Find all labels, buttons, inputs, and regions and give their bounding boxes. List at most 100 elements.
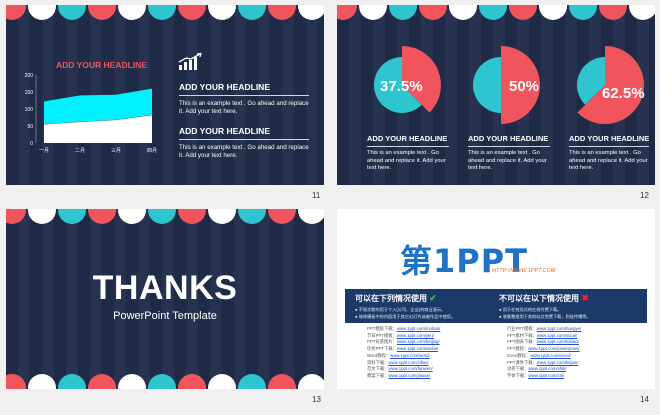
scallop-circle [569,5,597,20]
link-label: 范文下载： [367,366,389,372]
area-chart: 0 50 100 150 200 一月 二月 三月 四月 [25,73,157,154]
series-boundary-line [43,114,153,125]
pie-label-3: 62.5% [602,85,645,102]
link-url[interactable]: www.1ppt.com/word/ [390,352,430,358]
y-tick-label: 200 [25,73,34,79]
scallop-circle [268,209,296,224]
scallop-border-top [6,5,324,20]
scallop-circle [6,5,26,20]
x-tick-label: 一月 [39,148,49,154]
link-url[interactable]: www.1ppt.com/jieri/ [396,332,434,338]
scallop-circle [298,5,324,20]
link-url[interactable]: www.1ppt.com/powerpoint/ [528,346,580,352]
cross-icon: ✖ [581,293,589,303]
link-row: PPT课件下载：www.1ppt.com/kejian/ [507,360,647,367]
link-url[interactable]: www.1ppt.com/sucai/ [536,332,578,338]
y-tick-label: 0 [30,141,33,147]
slide-number: 13 [312,395,321,404]
link-row: 资料下载：www.1ppt.com/ziliao/ [367,360,497,367]
item-block-1: ADD YOUR HEADLINE This is an example tex… [367,134,449,173]
item-headline: ADD YOUR HEADLINE [569,134,650,143]
slide-number: 12 [640,191,649,200]
forbidden-list: ● 用于任何形式的在线付费下载。 ● 收集整理用于其他站点免费下载，到处传播等。 [499,306,644,320]
scallop-border-top [337,5,655,20]
divider [179,139,309,140]
scallop-circle [6,374,26,389]
slide-number: 14 [640,395,649,404]
item-text: This is an example text . Go ahead and r… [569,150,648,171]
scallop-circle [208,374,236,389]
forbidden-title-text: 不可以在以下情况使用 [499,294,579,303]
text-block-1: ADD YOUR HEADLINE This is an example tex… [179,82,311,116]
scallop-border-bottom [6,374,324,389]
scallop-circle [268,5,296,20]
scallop-circle [449,5,477,20]
scallop-circle [28,209,56,224]
y-tick-label: 100 [25,107,34,113]
chart-title: ADD YOUR HEADLINE [56,60,147,70]
logo-url: HTTP://WWW.1PPT.COM [492,268,556,274]
check-icon: ✔ [429,293,437,303]
link-row: 行业PPT模板：www.1ppt.com/hangye/ [507,326,647,333]
item-headline: ADD YOUR HEADLINE [468,134,549,143]
link-url[interactable]: www.1ppt.com/beijing/ [396,339,440,345]
link-label: PPT课件下载： [507,359,537,365]
scallop-border-top [6,209,324,224]
link-row: 范文下载：www.1ppt.com/fanwen/ [367,366,497,373]
link-label: 行业PPT模板： [507,326,537,331]
pie-label-1: 37.5% [380,78,423,95]
scallop-circle [389,5,417,20]
scallop-circle [238,209,266,224]
link-url[interactable]: www.1ppt.com/kejian/ [536,359,579,365]
slide-number: 11 [312,191,321,200]
block-text: This is an example text . Go ahead and r… [179,100,309,115]
list-item: ● 收集整理用于其他站点免费下载，到处传播等。 [499,314,591,319]
thanks-title: THANKS [92,269,238,307]
link-url[interactable]: www.1ppt.com/shiti/ [528,366,567,372]
x-tick-label: 四月 [147,148,157,154]
link-row: PPT模板下载：www.1ppt.com/moban/ [367,326,497,333]
scallop-circle [479,5,507,20]
y-tick-label: 150 [25,90,34,96]
scallop-circle [148,209,176,224]
link-label: 节日PPT模板： [367,332,397,338]
pie-slice-remainder [473,57,501,113]
item-headline: ADD YOUR HEADLINE [367,134,448,143]
link-url[interactable]: www.1ppt.com/xiazai/ [396,346,439,352]
area-series-upper [44,88,152,125]
slide-14[interactable]: 第1PPT HTTP://WWW.1PPT.COM 可以在下列情况使用 ✔ 不可… [337,209,655,389]
scallop-circle [58,374,86,389]
link-row: Word教程：www.1ppt.com/word/ [367,353,497,360]
link-url[interactable]: www.1ppt.com/ziliao/ [388,359,429,365]
slide-13[interactable]: THANKS PowerPoint Template [6,209,324,389]
item-text: This is an example text . Go ahead and r… [468,150,547,171]
link-url[interactable]: www.1ppt.com/excel/ [530,352,571,358]
link-url[interactable]: www.1ppt.com/tubiao/ [536,339,579,345]
item-block-2: ADD YOUR HEADLINE This is an example tex… [468,134,552,173]
link-row: 节日PPT模板：www.1ppt.com/jieri/ [367,333,497,340]
link-label: Excel教程： [507,352,531,358]
link-row: PPT背景图片：www.1ppt.com/beijing/ [367,339,497,346]
scallop-circle [419,5,447,20]
divider [179,95,309,96]
pie-charts [374,46,644,125]
link-url[interactable]: www.1ppt.com/ziti/ [528,372,565,378]
scallop-circle [28,374,56,389]
area-series-lower [44,115,152,143]
link-row: PPT素材下载：www.1ppt.com/sucai/ [507,333,647,340]
link-label: 优秀PPT下载： [367,346,397,352]
link-url[interactable]: www.1ppt.com/hangye/ [536,326,582,331]
link-url[interactable]: www.1ppt.com/jiaoan/ [388,372,431,378]
slide-11[interactable]: ADD YOUR HEADLINE 0 50 100 150 200 一月 二月 三月 四月 A… [6,5,324,185]
link-url[interactable]: www.1ppt.com/fanwen/ [388,366,433,372]
link-row: 试卷下载：www.1ppt.com/shiti/ [507,366,647,373]
scallop-circle [208,209,236,224]
scallop-circle [238,374,266,389]
scallop-circle [88,374,116,389]
link-url[interactable]: www.1ppt.com/moban/ [396,326,441,331]
links-right: 行业PPT模板：www.1ppt.com/hangye/PPT素材下载：www.… [507,326,647,380]
slide-12[interactable]: 37.5% 50% 62.5% ADD YOUR HEADLINE This i… [337,5,655,185]
divider [569,146,649,147]
scallop-circle [298,374,324,389]
scallop-circle [58,209,86,224]
